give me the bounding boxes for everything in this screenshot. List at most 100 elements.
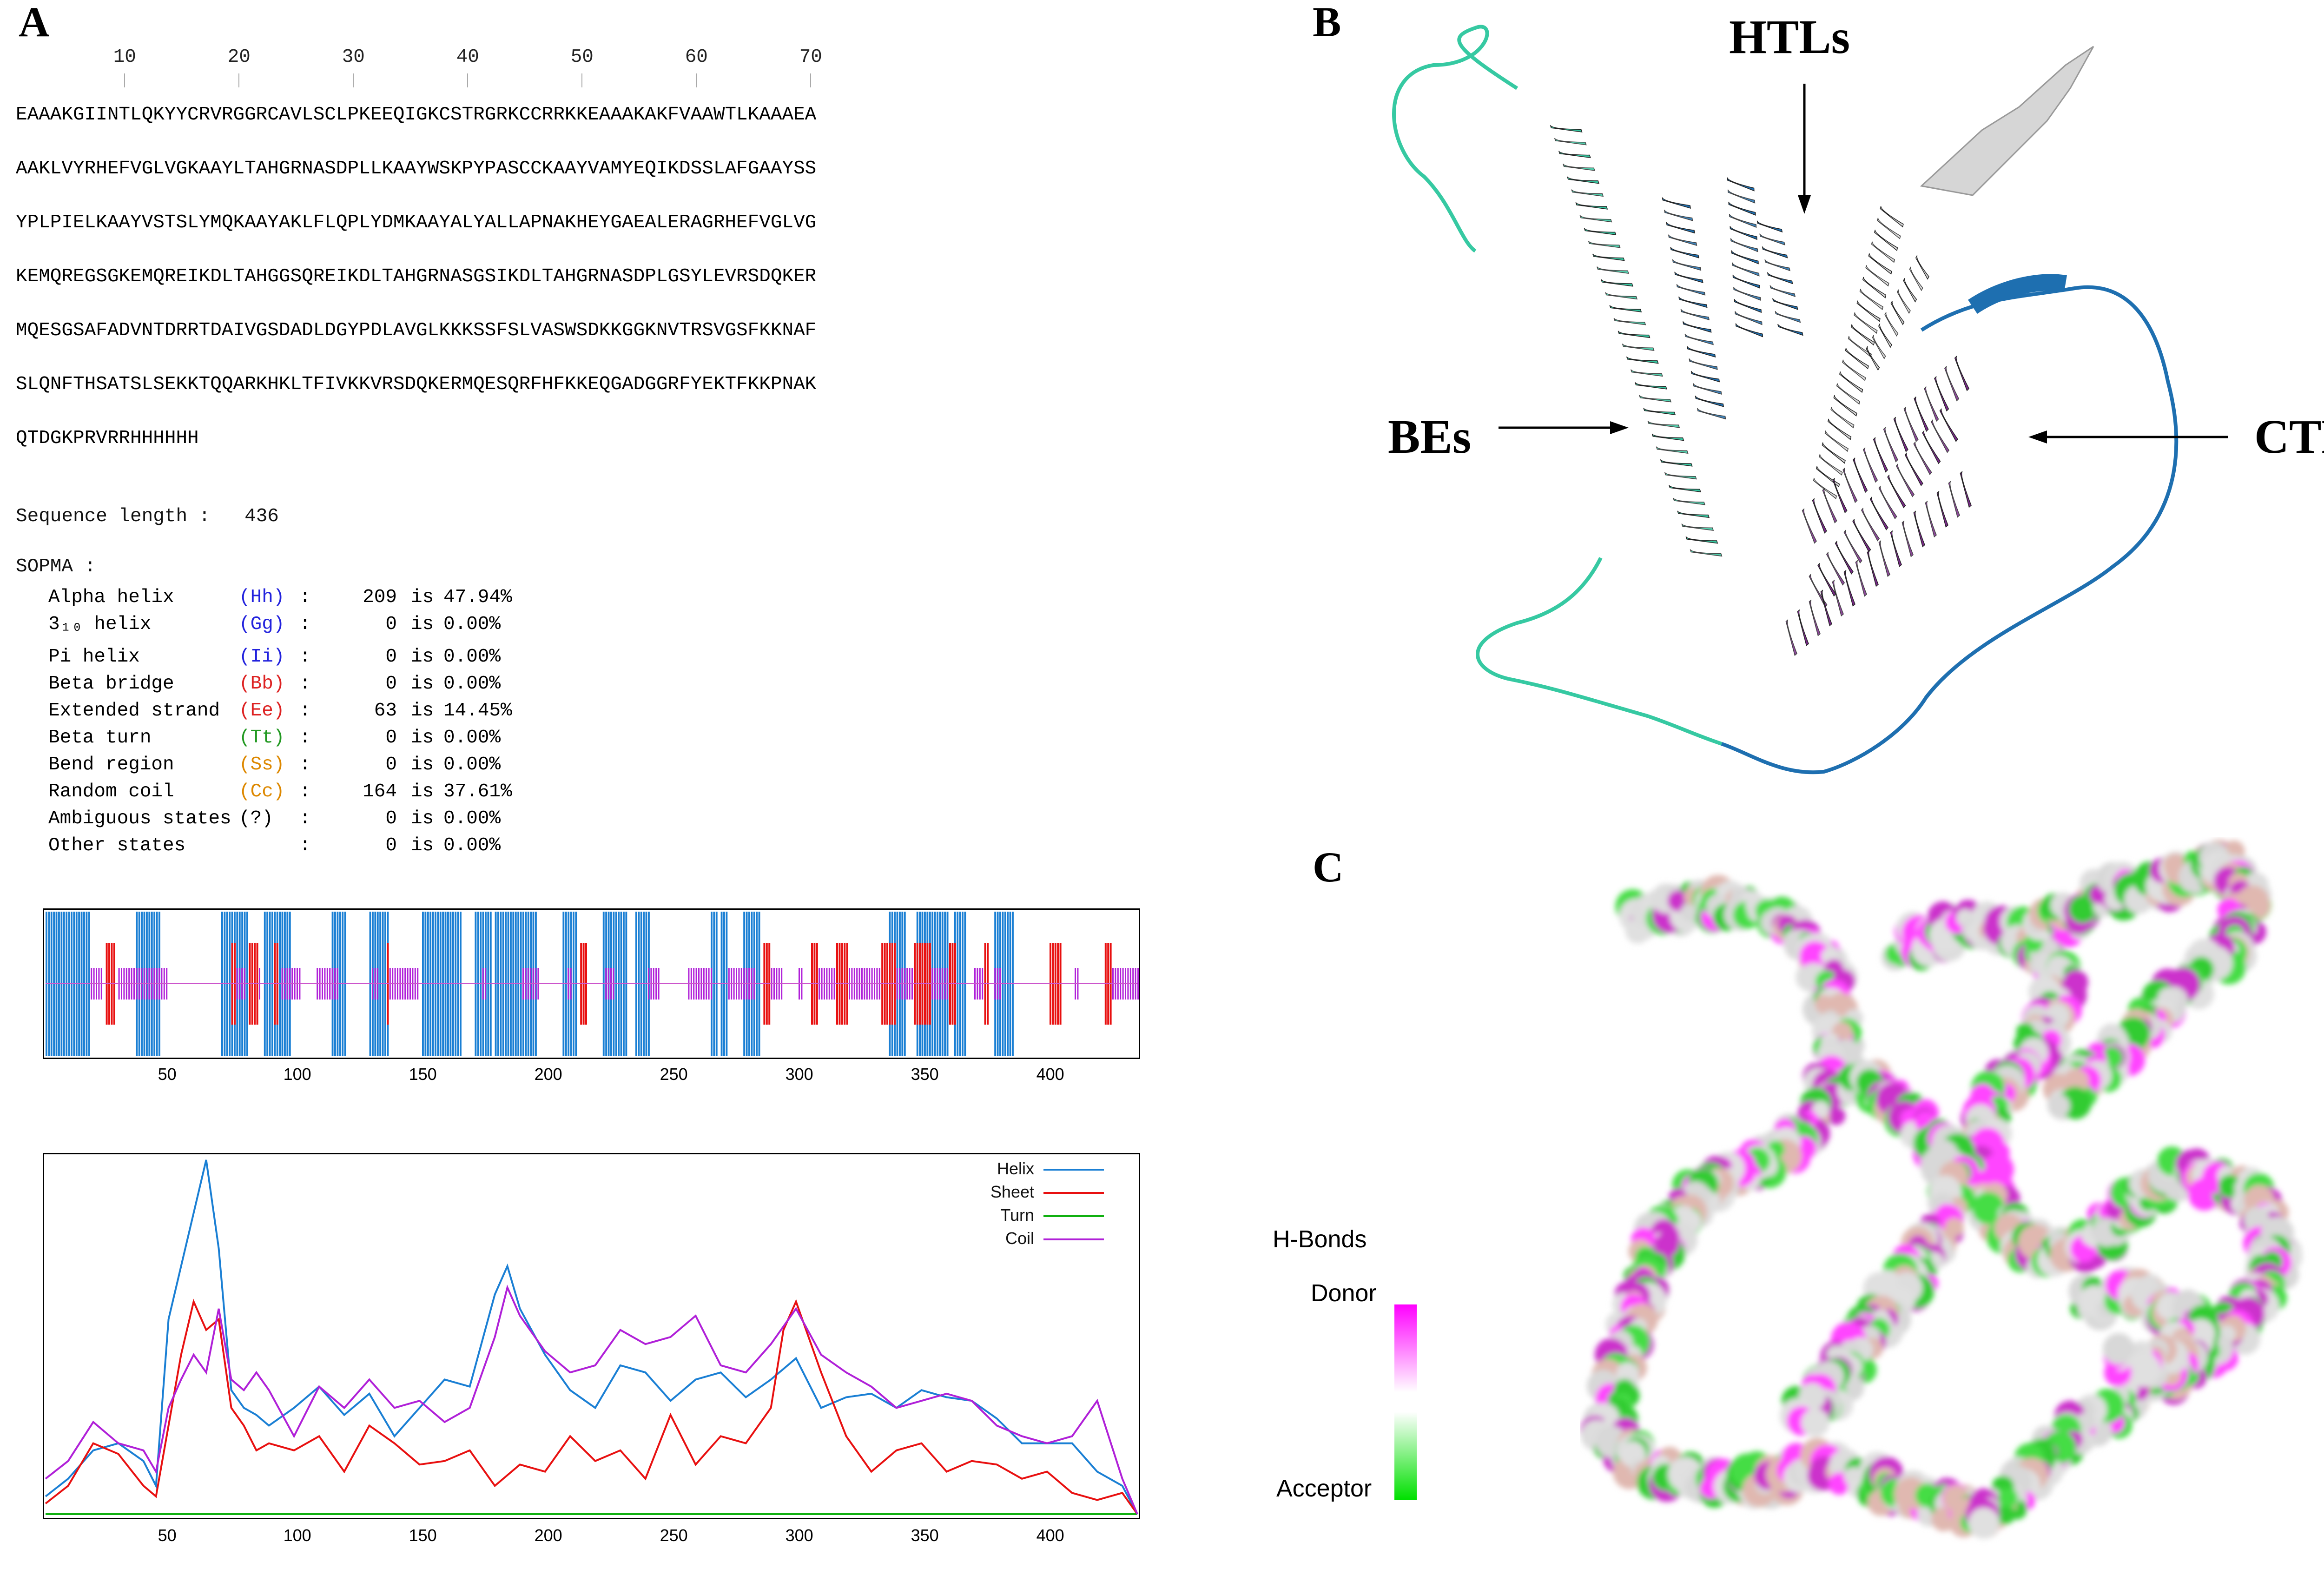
helix-turn (1851, 324, 1875, 346)
blue-loop (1721, 285, 2179, 775)
hbonds-colorbar (1394, 1304, 1417, 1500)
track-x-tick-label: 250 (660, 1065, 688, 1084)
series-line-coil (45, 1284, 1138, 1515)
helix-turn (1609, 305, 1642, 312)
helix-turn (1673, 497, 1705, 505)
panel-label-c: C (1313, 843, 1344, 891)
sopma-code: (Cc) (239, 781, 285, 802)
ctls-helices (1785, 356, 1972, 656)
sequence-line: AAKLVYRHEFVGLVGKAAYLTAHGRNASDPLLKAAYWSKP… (16, 158, 817, 179)
sopma-pct: 0.00% (443, 673, 501, 695)
helix-turn (1592, 253, 1625, 261)
helix-turn (1822, 442, 1846, 464)
hbonds-donor-label: Donor (1311, 1280, 1377, 1307)
helix-turn (1767, 272, 1793, 285)
legend-swatch (1043, 1238, 1104, 1241)
helix-turn (1550, 125, 1583, 132)
helix-turn (1685, 536, 1718, 544)
helix-turn (1631, 369, 1663, 377)
helix-turn (1672, 259, 1702, 271)
helix-turn (1859, 289, 1884, 311)
ruler-tick (810, 73, 811, 87)
line-x-tick-label: 200 (534, 1526, 562, 1545)
ctls-arrowhead (2028, 430, 2047, 444)
helix-turn (1686, 346, 1716, 358)
helix-turn (1588, 240, 1621, 248)
ribbon-structure (1392, 25, 2228, 775)
helix-turn (1732, 262, 1760, 277)
ruler-tick-label: 40 (456, 46, 479, 68)
helix-turn (1819, 454, 1843, 476)
ruler-tick (352, 73, 354, 87)
sopma-colon: : (299, 700, 311, 722)
sopma-is: is (411, 700, 434, 722)
helix-turn (1731, 250, 1759, 265)
helix-turn (1824, 430, 1849, 452)
ruler-tick (124, 73, 125, 87)
helix-turn (1939, 408, 1958, 442)
helix-turn (1690, 371, 1720, 383)
sequence-length-label: Sequence length : (16, 506, 211, 527)
helix-turn (1843, 570, 1855, 607)
helix-turn (1832, 580, 1844, 617)
helix-turn (1647, 420, 1680, 428)
ruler-tick (581, 73, 582, 87)
surface-patch (1972, 1192, 2005, 1225)
helix-turn (1836, 383, 1861, 405)
sopma-is: is (411, 673, 434, 695)
sopma-name: Extended strand (48, 700, 220, 722)
helix-turn (1584, 228, 1617, 236)
ruler-tick (695, 73, 697, 87)
helix-turn (1869, 497, 1888, 530)
helix-turn (1842, 359, 1866, 381)
helix-turn (1662, 197, 1691, 209)
helix-turn (1764, 259, 1790, 271)
helix-turn (1735, 323, 1763, 338)
sopma-count: 0 (385, 673, 397, 695)
sopma-count: 0 (385, 754, 397, 775)
helix-turn (1812, 498, 1827, 534)
sopma-pct: 0.00% (443, 646, 501, 668)
sopma-is: is (411, 835, 434, 856)
sopma-count: 209 (363, 587, 397, 608)
helix-turn (1853, 457, 1868, 493)
track-x-tick-label: 350 (911, 1065, 939, 1084)
blue-helix-right (1968, 274, 2067, 314)
hbonds-acceptor-label: Acceptor (1276, 1475, 1372, 1502)
helix-turn (1890, 300, 1905, 325)
helix-turn (1797, 609, 1809, 646)
helix-turn (1893, 417, 1908, 452)
helix-turn (1813, 477, 1837, 499)
helix-turn (1677, 510, 1710, 518)
surface-patch (2128, 1353, 2146, 1371)
helix-turn (1862, 447, 1878, 483)
helix-turn (1601, 279, 1633, 287)
helix-turn (1670, 246, 1699, 258)
sopma-name: Random coil (48, 781, 174, 802)
track-x-tick-label: 150 (409, 1065, 437, 1084)
helix-turn (1802, 508, 1817, 544)
surface-patch (2103, 1333, 2134, 1365)
helix-turn (1903, 406, 1919, 442)
ruler-tick-label: 60 (685, 46, 708, 68)
track-x-tick-label: 300 (785, 1065, 813, 1084)
helix-turn (1605, 292, 1638, 300)
helix-turn (1839, 371, 1863, 393)
sopma-name: Other states (48, 835, 186, 856)
sequence-length-row: Sequence length : 436 (16, 506, 279, 527)
sopma-pct: 0.00% (443, 754, 501, 775)
helix-turn (1676, 284, 1706, 296)
helix-turn (1571, 189, 1604, 197)
sopma-colon: : (299, 727, 311, 748)
sopma-is: is (411, 646, 434, 668)
sopma-colon: : (299, 646, 311, 668)
helix-turn (1854, 312, 1878, 334)
helix-turn (1683, 321, 1712, 333)
helix-turn (1622, 343, 1655, 351)
helix-turn (1817, 563, 1836, 597)
sopma-count: 0 (385, 646, 397, 668)
helix-turn (1866, 346, 1880, 371)
helix-turn (1925, 501, 1937, 538)
helix-turn (1868, 253, 1892, 275)
helix-turn (1563, 163, 1595, 171)
